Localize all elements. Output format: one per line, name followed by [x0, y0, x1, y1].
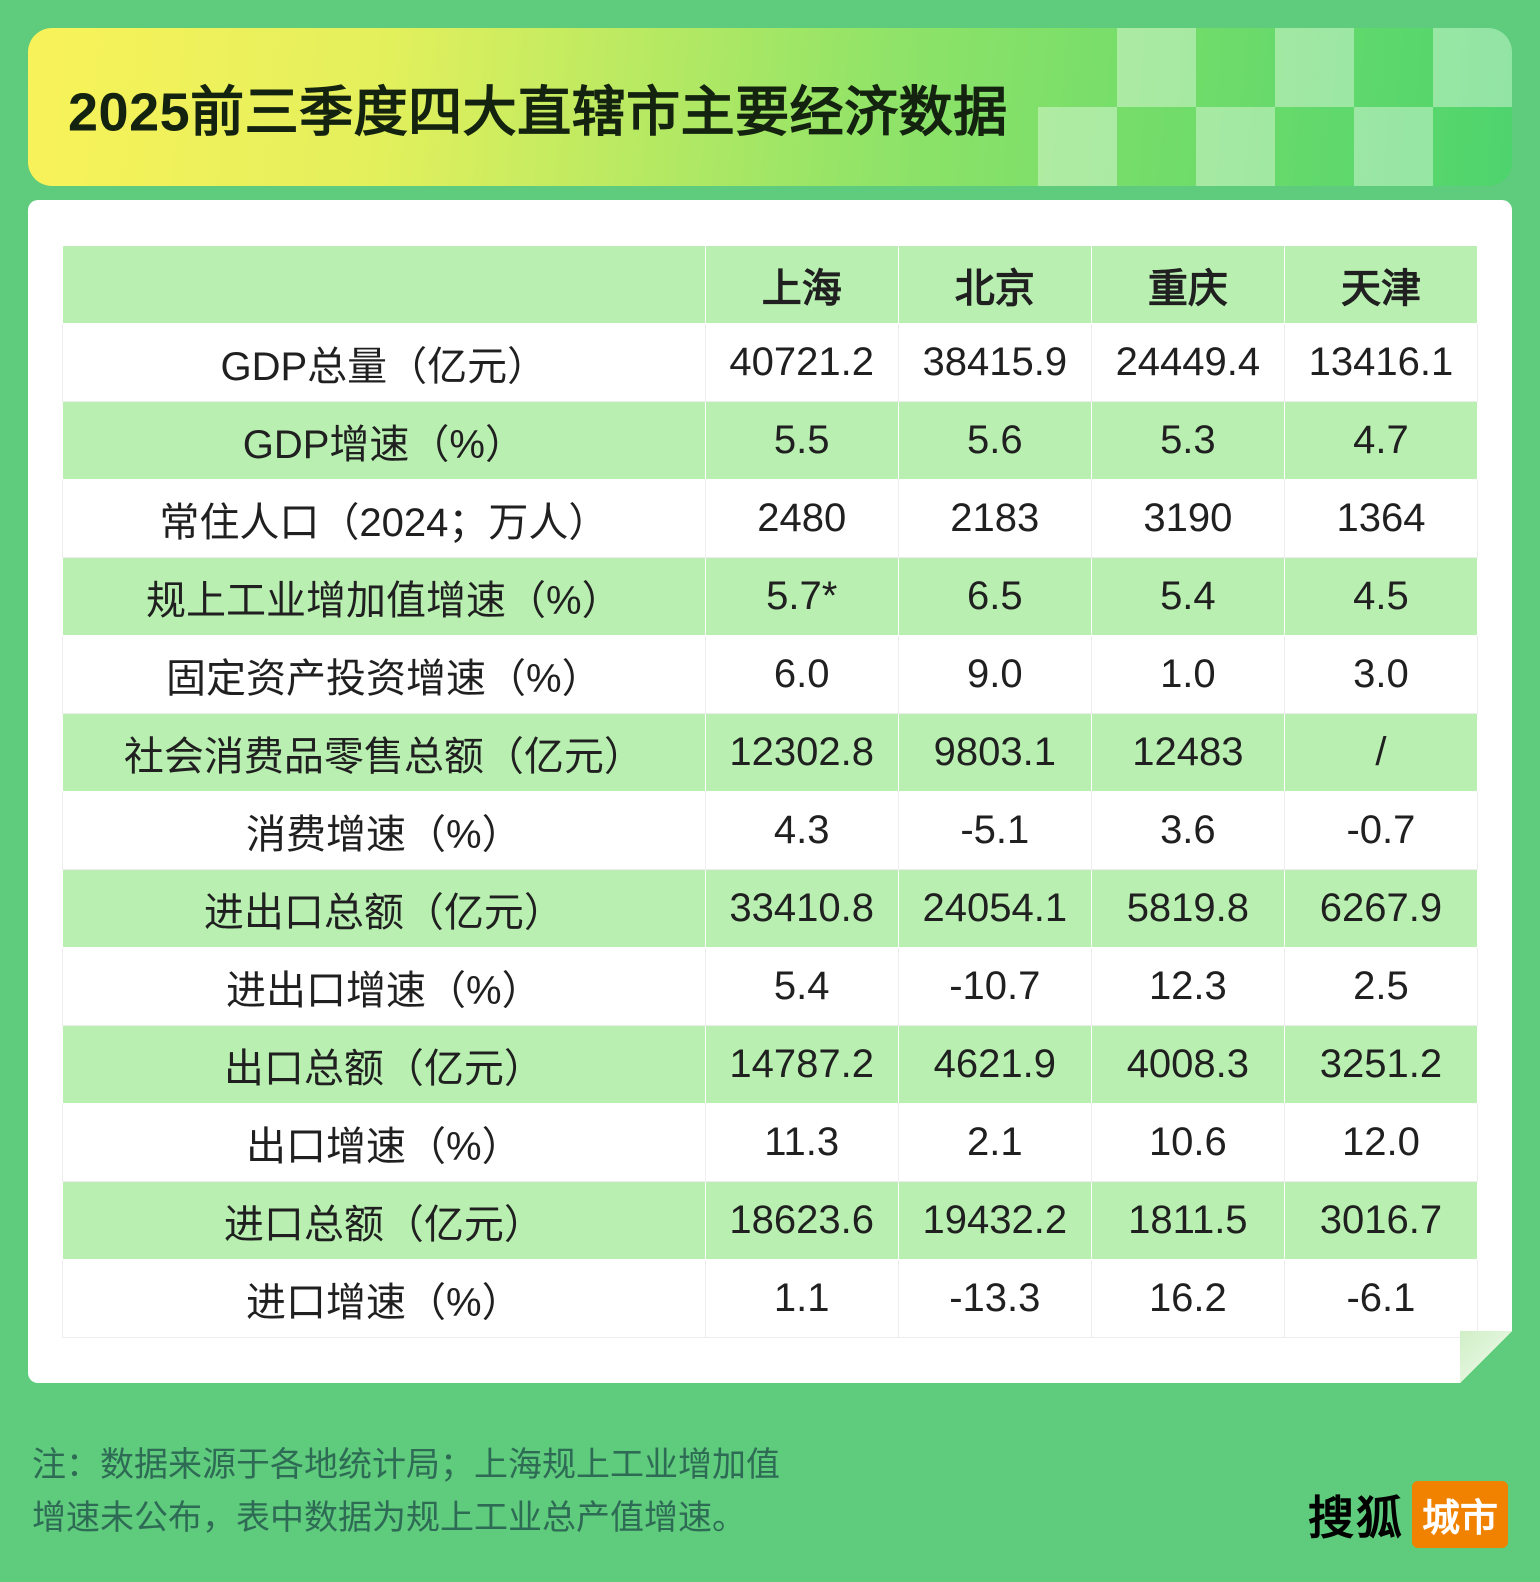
cell-value: 4.3: [704, 791, 899, 870]
cell-value: 33410.8: [704, 869, 899, 948]
econ-table: 上海 北京 重庆 天津 GDP总量（亿元） 40721.2 38415.9 24449.4 1…: [62, 245, 1479, 1338]
cell-value: /: [1283, 713, 1479, 792]
table-body: GDP总量（亿元） 40721.2 38415.9 24449.4 13416.1 GDP…: [62, 323, 1479, 1338]
row-label: 规上工业增加值增速（%）: [62, 557, 706, 636]
data-card: 上海 北京 重庆 天津 GDP总量（亿元） 40721.2 38415.9 24449.4 1…: [28, 200, 1512, 1383]
cell-value: 3016.7: [1283, 1181, 1479, 1260]
cell-value: 3.6: [1090, 791, 1285, 870]
cell-value: 13416.1: [1283, 323, 1479, 402]
cell-value: 12.3: [1090, 947, 1285, 1026]
cell-value: 24449.4: [1090, 323, 1285, 402]
cell-value: 11.3: [704, 1103, 899, 1182]
table-row: 出口总额（亿元） 14787.2 4621.9 4008.3 3251.2: [62, 1025, 1479, 1104]
row-label: 出口总额（亿元）: [62, 1025, 706, 1104]
cell-value: 10.6: [1090, 1103, 1285, 1182]
cell-value: 5.3: [1090, 401, 1285, 480]
table-header-row: 上海 北京 重庆 天津: [62, 245, 1479, 324]
cell-value: -10.7: [897, 947, 1092, 1026]
cell-value: 2480: [704, 479, 899, 558]
cell-value: 38415.9: [897, 323, 1092, 402]
cell-value: 5819.8: [1090, 869, 1285, 948]
cell-value: 12302.8: [704, 713, 899, 792]
row-label: 进出口总额（亿元）: [62, 869, 706, 948]
cell-value: 24054.1: [897, 869, 1092, 948]
checker-pattern: [1038, 28, 1512, 186]
cell-value: 14787.2: [704, 1025, 899, 1104]
row-label: 常住人口（2024；万人）: [62, 479, 706, 558]
cell-value: 5.7*: [704, 557, 899, 636]
cell-value: 1.1: [704, 1259, 899, 1338]
table-row: 进出口总额（亿元） 33410.8 24054.1 5819.8 6267.9: [62, 869, 1479, 948]
row-label: 出口增速（%）: [62, 1103, 706, 1182]
cell-value: 6267.9: [1283, 869, 1479, 948]
row-label: 进出口增速（%）: [62, 947, 706, 1026]
sohu-city-logo: 搜狐 城市: [1308, 1481, 1508, 1548]
cell-value: 2.5: [1283, 947, 1479, 1026]
table-row: 进口增速（%） 1.1 -13.3 16.2 -6.1: [62, 1259, 1479, 1338]
cell-value: 16.2: [1090, 1259, 1285, 1338]
page-title: 2025前三季度四大直辖市主要经济数据: [68, 82, 1008, 143]
table-row: 进出口增速（%） 5.4 -10.7 12.3 2.5: [62, 947, 1479, 1026]
column-header: 上海: [704, 245, 899, 324]
cell-value: 2.1: [897, 1103, 1092, 1182]
cell-value: -13.3: [897, 1259, 1092, 1338]
column-header: 天津: [1283, 245, 1479, 324]
cell-value: 12483: [1090, 713, 1285, 792]
cell-value: -5.1: [897, 791, 1092, 870]
cell-value: 4008.3: [1090, 1025, 1285, 1104]
cell-value: 9.0: [897, 635, 1092, 714]
cell-value: 3251.2: [1283, 1025, 1479, 1104]
cell-value: -0.7: [1283, 791, 1479, 870]
footnote: 注：数据来源于各地统计局；上海规上工业增加值 增速未公布，表中数据为规上工业总产…: [32, 1439, 780, 1545]
cell-value: 40721.2: [704, 323, 899, 402]
footnote-line: 注：数据来源于各地统计局；上海规上工业增加值: [32, 1446, 780, 1484]
cell-value: 5.6: [897, 401, 1092, 480]
cell-value: 6.0: [704, 635, 899, 714]
cell-value: 1.0: [1090, 635, 1285, 714]
row-label: 社会消费品零售总额（亿元）: [62, 713, 706, 792]
cell-value: 1811.5: [1090, 1181, 1285, 1260]
table-row: 固定资产投资增速（%） 6.0 9.0 1.0 3.0: [62, 635, 1479, 714]
city-badge: 城市: [1411, 1481, 1508, 1548]
table-row: 进口总额（亿元） 18623.6 19432.2 1811.5 3016.7: [62, 1181, 1479, 1260]
cell-value: 12.0: [1283, 1103, 1479, 1182]
footnote-line: 增速未公布，表中数据为规上工业总产值增速。: [32, 1499, 746, 1538]
row-label: 进口总额（亿元）: [62, 1181, 706, 1260]
page-fold-corner: [1460, 1331, 1512, 1383]
cell-value: 1364: [1283, 479, 1479, 558]
row-label: GDP增速（%）: [62, 401, 706, 480]
cell-value: 5.5: [704, 401, 899, 480]
cell-value: 9803.1: [897, 713, 1092, 792]
cell-value: 4621.9: [897, 1025, 1092, 1104]
sohu-wordmark: 搜狐: [1307, 1491, 1404, 1544]
infographic-page: 2025前三季度四大直辖市主要经济数据 上海 北京 重庆 天津 GDP总量（亿元） 40…: [28, 28, 1512, 1548]
row-label: GDP总量（亿元）: [62, 323, 706, 402]
row-label: 进口增速（%）: [62, 1259, 706, 1338]
table-row: 出口增速（%） 11.3 2.1 10.6 12.0: [62, 1103, 1479, 1182]
table-row: 消费增速（%） 4.3 -5.1 3.6 -0.7: [62, 791, 1479, 870]
cell-value: 4.5: [1283, 557, 1479, 636]
header-banner: 2025前三季度四大直辖市主要经济数据: [28, 28, 1512, 186]
cell-value: 5.4: [1090, 557, 1285, 636]
cell-value: 19432.2: [897, 1181, 1092, 1260]
corner-cell: [62, 245, 706, 324]
column-header: 北京: [897, 245, 1092, 324]
row-label: 消费增速（%）: [62, 791, 706, 870]
cell-value: 3190: [1090, 479, 1285, 558]
cell-value: 4.7: [1283, 401, 1479, 480]
table-row: 规上工业增加值增速（%） 5.7* 6.5 5.4 4.5: [62, 557, 1479, 636]
table-row: 社会消费品零售总额（亿元） 12302.8 9803.1 12483/: [62, 713, 1479, 792]
footer: 注：数据来源于各地统计局；上海规上工业增加值 增速未公布，表中数据为规上工业总产…: [28, 1383, 1512, 1548]
table-row: GDP总量（亿元） 40721.2 38415.9 24449.4 13416.1: [62, 323, 1479, 402]
cell-value: 6.5: [897, 557, 1092, 636]
cell-value: 3.0: [1283, 635, 1479, 714]
cell-value: 18623.6: [704, 1181, 899, 1260]
cell-value: 2183: [897, 479, 1092, 558]
table-row: 常住人口（2024；万人） 2480 2183 3190 1364: [62, 479, 1479, 558]
row-label: 固定资产投资增速（%）: [62, 635, 706, 714]
table-row: GDP增速（%） 5.5 5.6 5.3 4.7: [62, 401, 1479, 480]
cell-value: -6.1: [1283, 1259, 1479, 1338]
column-header: 重庆: [1090, 245, 1285, 324]
cell-value: 5.4: [704, 947, 899, 1026]
